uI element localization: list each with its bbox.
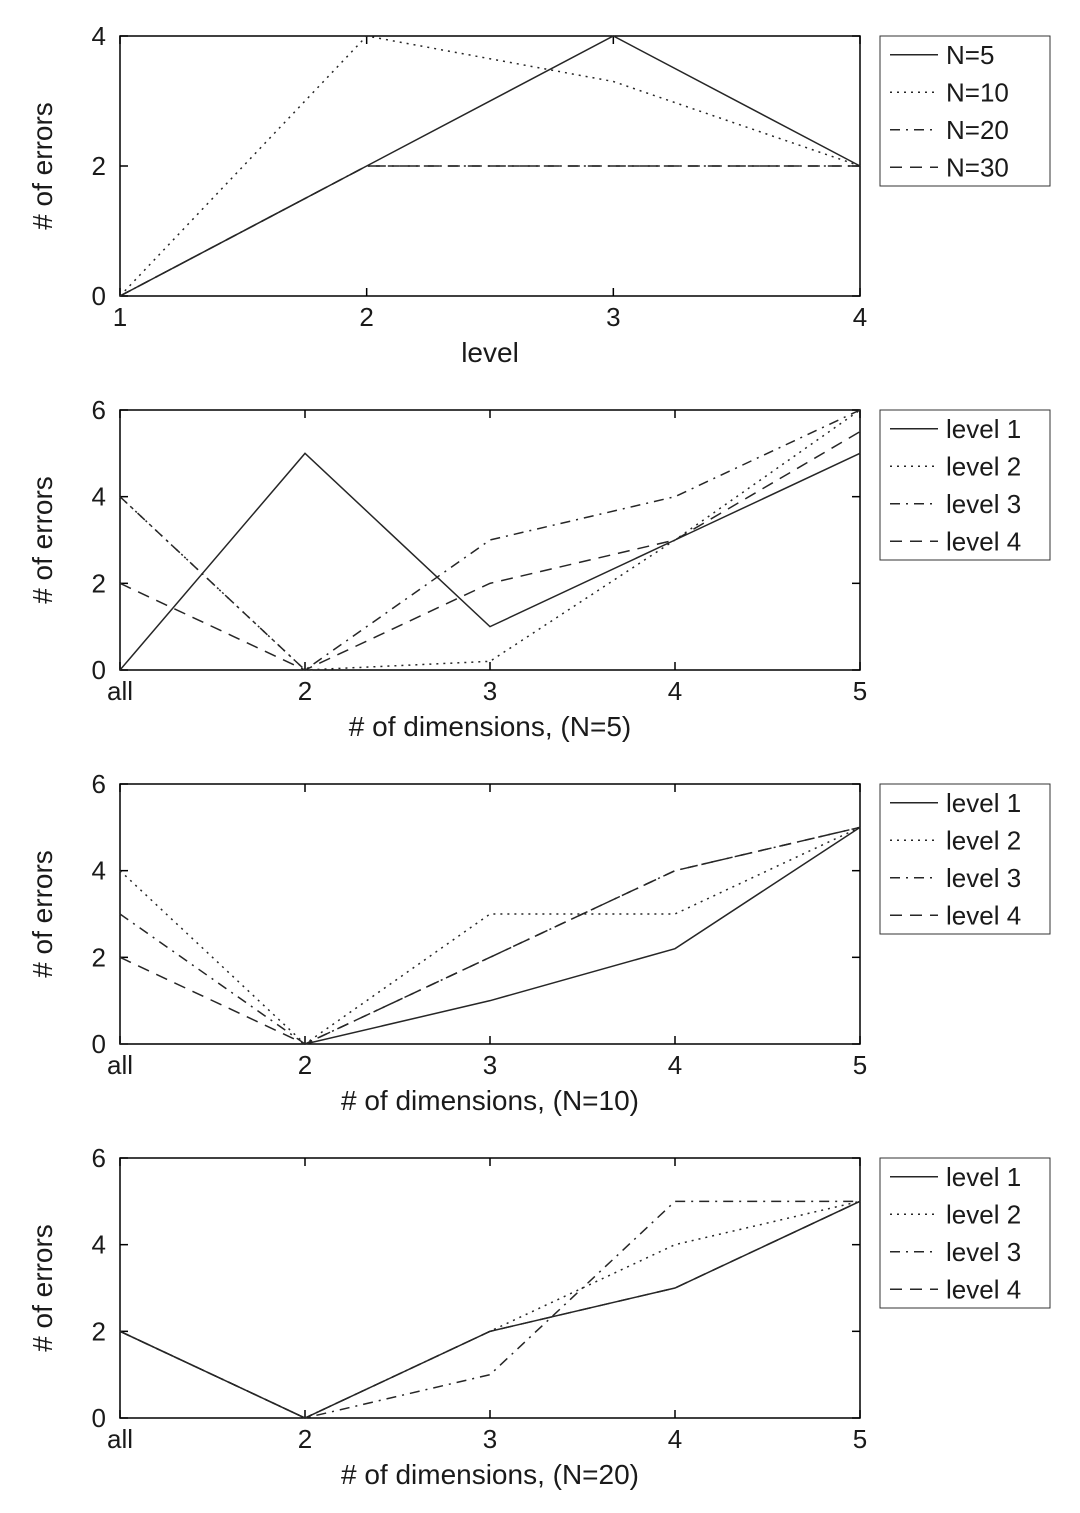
y-axis-label: # of errors [27, 476, 58, 604]
x-tick-label: 5 [853, 676, 867, 706]
series-line [120, 166, 860, 296]
x-tick-label: all [107, 676, 133, 706]
y-tick-label: 4 [92, 1230, 106, 1260]
series-line [120, 827, 860, 1044]
y-tick-label: 2 [92, 942, 106, 972]
series-line [120, 827, 860, 1044]
x-axis-label: # of dimensions, (N=5) [349, 711, 631, 742]
y-tick-label: 6 [92, 395, 106, 425]
x-axis-label: level [461, 337, 519, 368]
legend-label: level 2 [946, 825, 1021, 855]
series-line [120, 827, 860, 1044]
series-line [120, 432, 860, 670]
y-tick-label: 4 [92, 21, 106, 51]
legend: level 1 level 2 level 3 level 4 [880, 784, 1050, 934]
x-tick-label: 3 [606, 302, 620, 332]
x-tick-label: all [107, 1424, 133, 1454]
x-tick-label: 4 [668, 1050, 682, 1080]
series-line [120, 1201, 860, 1418]
legend-label: N=20 [946, 115, 1009, 145]
x-tick-label: 3 [483, 1050, 497, 1080]
x-tick-label: 4 [668, 1424, 682, 1454]
legend-label: level 4 [946, 526, 1021, 556]
legend: N=5 N=10 N=20 N=30 [880, 36, 1050, 186]
chart-panel: all 2 3 4 5 0 2 4 6 # of dimensions, (N=20) # of e… [27, 1143, 1050, 1490]
series-line [120, 166, 860, 296]
series-line [120, 827, 860, 1044]
chart-panel: all 2 3 4 5 0 2 4 6 # of dimensions, (N=10) # of e… [27, 769, 1050, 1116]
x-tick-label: 2 [359, 302, 373, 332]
y-tick-label: 2 [92, 1316, 106, 1346]
series-line [120, 1201, 860, 1418]
y-tick-label: 4 [92, 482, 106, 512]
x-tick-label: 4 [668, 676, 682, 706]
legend-label: N=10 [946, 77, 1009, 107]
legend-label: level 3 [946, 863, 1021, 893]
legend-label: level 3 [946, 489, 1021, 519]
x-tick-label: 5 [853, 1050, 867, 1080]
y-axis-label: # of errors [27, 102, 58, 230]
legend-label: level 1 [946, 1162, 1021, 1192]
x-tick-label: all [107, 1050, 133, 1080]
x-tick-label: 2 [298, 676, 312, 706]
series-line [120, 453, 860, 670]
x-tick-label: 3 [483, 1424, 497, 1454]
plot-box [120, 784, 860, 1044]
x-axis-label: # of dimensions, (N=10) [341, 1085, 639, 1116]
legend-label: level 2 [946, 451, 1021, 481]
y-tick-label: 0 [92, 1029, 106, 1059]
legend-label: level 4 [946, 1274, 1021, 1304]
y-tick-label: 0 [92, 1403, 106, 1433]
chart-panel: 1 2 3 4 0 2 4 level # of errors N=5 N=10 N=20 N=30 [27, 21, 1050, 368]
y-tick-label: 0 [92, 655, 106, 685]
y-tick-label: 2 [92, 151, 106, 181]
y-tick-label: 2 [92, 568, 106, 598]
series-line [120, 1201, 860, 1418]
y-tick-label: 4 [92, 856, 106, 886]
plot-box [120, 1158, 860, 1418]
legend-label: level 1 [946, 788, 1021, 818]
chart-panel: all 2 3 4 5 0 2 4 6 # of dimensions, (N=5) # of er… [27, 395, 1050, 742]
legend-label: level 2 [946, 1199, 1021, 1229]
legend-label: N=30 [946, 152, 1009, 182]
y-axis-label: # of errors [27, 850, 58, 978]
legend-label: N=5 [946, 40, 994, 70]
y-tick-label: 6 [92, 769, 106, 799]
legend-label: level 4 [946, 900, 1021, 930]
figure-svg: 1 2 3 4 0 2 4 level # of errors N=5 N=10 N=20 N=30 al… [0, 0, 1080, 1508]
y-axis-label: # of errors [27, 1224, 58, 1352]
x-tick-label: 2 [298, 1050, 312, 1080]
y-tick-label: 0 [92, 281, 106, 311]
x-tick-label: 3 [483, 676, 497, 706]
y-tick-label: 6 [92, 1143, 106, 1173]
legend-label: level 3 [946, 1237, 1021, 1267]
x-tick-label: 2 [298, 1424, 312, 1454]
x-tick-label: 4 [853, 302, 867, 332]
legend: level 1 level 2 level 3 level 4 [880, 410, 1050, 560]
x-tick-label: 1 [113, 302, 127, 332]
legend: level 1 level 2 level 3 level 4 [880, 1158, 1050, 1308]
series-line [120, 1201, 860, 1418]
x-axis-label: # of dimensions, (N=20) [341, 1459, 639, 1490]
legend-label: level 1 [946, 414, 1021, 444]
x-tick-label: 5 [853, 1424, 867, 1454]
